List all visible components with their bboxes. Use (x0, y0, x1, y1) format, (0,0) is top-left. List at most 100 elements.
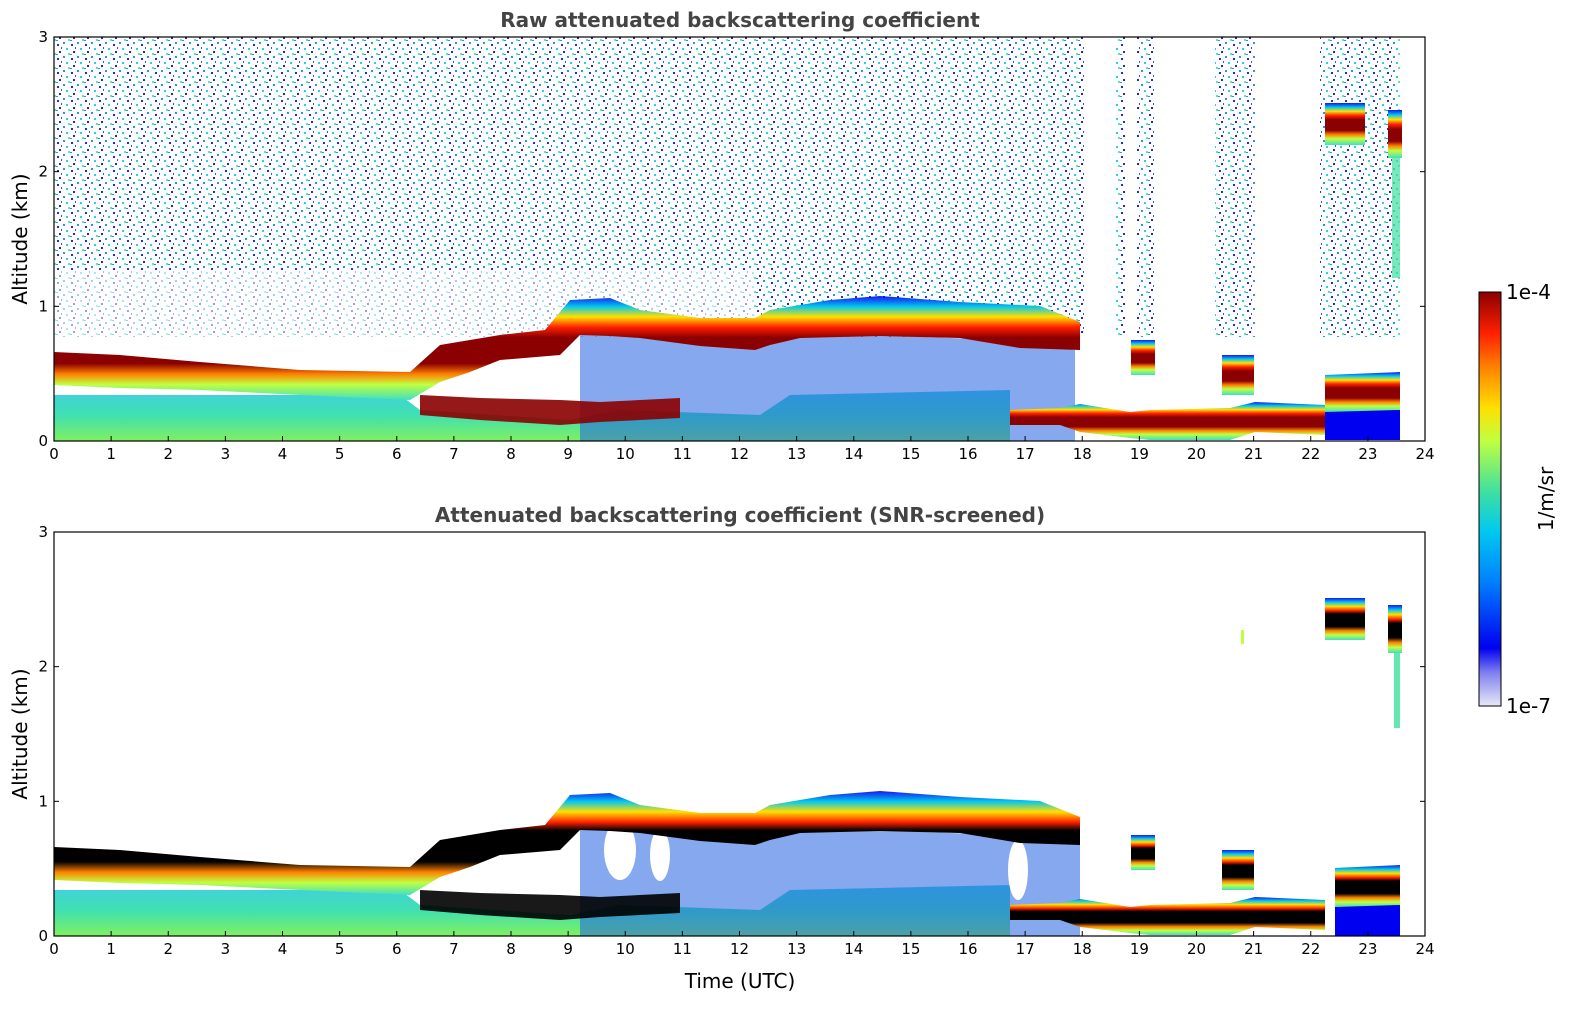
panel-screened-title: Attenuated backscattering coefficient (S… (435, 503, 1045, 527)
x-tick-label: 16 (958, 445, 977, 463)
x-tick-label: 15 (901, 445, 920, 463)
panel-raw-heatmap (54, 37, 1425, 441)
scr-attenuated-region (580, 825, 1080, 936)
x-tick-label: 8 (506, 445, 516, 463)
x-tick-label: 3 (221, 445, 231, 463)
y-tick-label: 3 (38, 523, 48, 541)
panel-screened: Attenuated backscattering coefficient (S… (8, 503, 1435, 993)
panel-raw-ylabel: Altitude (km) (8, 173, 32, 304)
x-tick-label: 15 (901, 940, 920, 958)
x-tick-label: 24 (1415, 940, 1434, 958)
x-tick-label: 10 (616, 940, 635, 958)
x-tick-label: 0 (49, 940, 59, 958)
x-tick-label: 6 (392, 445, 402, 463)
x-tick-label: 23 (1358, 940, 1377, 958)
x-tick-label: 4 (278, 940, 288, 958)
scr-gap-3 (650, 829, 670, 881)
x-tick-label: 6 (392, 940, 402, 958)
scr-gap-2 (604, 820, 636, 880)
y-tick-label: 3 (38, 28, 48, 46)
x-tick-label: 24 (1415, 445, 1434, 463)
x-tick-label: 19 (1130, 445, 1149, 463)
raw-low-cloud (1010, 402, 1325, 440)
y-tick-label: 1 (38, 297, 48, 315)
x-tick-label: 19 (1130, 940, 1149, 958)
y-tick-label: 1 (38, 792, 48, 810)
raw-upper-fall (1392, 158, 1400, 278)
x-tick-label: 21 (1244, 940, 1263, 958)
raw-cloud-layer (54, 296, 1080, 400)
x-tick-label: 10 (616, 445, 635, 463)
x-tick-label: 2 (163, 940, 173, 958)
raw-after-end (1400, 37, 1425, 441)
x-tick-label: 22 (1301, 445, 1320, 463)
x-tick-label: 21 (1244, 445, 1263, 463)
x-tick-label: 1 (106, 940, 116, 958)
panel-screened-heatmap (54, 598, 1402, 936)
raw-cloud-19h (1131, 340, 1155, 375)
raw-gap-1 (1085, 37, 1115, 437)
raw-upper-cloud-1 (1325, 103, 1365, 145)
x-tick-label: 22 (1301, 940, 1320, 958)
scr-cloud-layer (54, 791, 1080, 895)
x-tick-label: 17 (1016, 445, 1035, 463)
panel-raw-yticks: 0 1 2 3 (38, 28, 1425, 450)
x-tick-label: 4 (278, 445, 288, 463)
x-tick-label: 18 (1073, 940, 1092, 958)
raw-attenuated-region (580, 330, 1075, 441)
panel-raw: Raw attenuated backscattering coefficien… (8, 8, 1435, 463)
y-tick-label: 0 (38, 927, 48, 945)
raw-cloud-21h (1222, 355, 1254, 395)
x-tick-label: 13 (787, 445, 806, 463)
panel-screened-xticks: 0 1 2 3 4 5 6 7 8 9 10 11 12 13 14 15 16 17 18 19 20 21 22 23 24 (49, 931, 1435, 958)
x-tick-label: 13 (787, 940, 806, 958)
scr-cloud-19h (1131, 835, 1155, 870)
scr-cloud-23h (1335, 865, 1400, 907)
x-tick-label: 20 (1187, 940, 1206, 958)
y-tick-label: 0 (38, 432, 48, 450)
x-tick-label: 23 (1358, 445, 1377, 463)
panel-screened-ylabel: Altitude (km) (8, 668, 32, 799)
x-tick-label: 5 (335, 445, 345, 463)
y-tick-label: 2 (38, 163, 48, 181)
x-tick-label: 9 (563, 940, 573, 958)
scr-cloud-21h (1222, 850, 1254, 890)
scr-secondary-layer (420, 890, 680, 920)
x-tick-label: 11 (673, 940, 692, 958)
raw-secondary-layer (420, 395, 680, 425)
x-tick-label: 17 (1016, 940, 1035, 958)
x-tick-label: 7 (449, 445, 459, 463)
colorbar-unit-label: 1/m/sr (1534, 466, 1558, 531)
y-tick-label: 2 (38, 658, 48, 676)
x-tick-label: 9 (563, 445, 573, 463)
colorbar-gradient (1478, 291, 1502, 707)
colorbar-max-label: 1e-4 (1506, 280, 1551, 304)
x-tick-label: 3 (221, 940, 231, 958)
x-tick-label: 14 (844, 940, 863, 958)
x-tick-label: 11 (673, 445, 692, 463)
panel-raw-title: Raw attenuated backscattering coefficien… (500, 8, 980, 32)
x-tick-label: 7 (449, 940, 459, 958)
scr-speck (1241, 630, 1244, 644)
panel-raw-xticks: 0 1 2 3 4 5 6 7 8 9 10 11 12 13 14 15 16 17 18 19 20 21 22 23 24 (49, 436, 1435, 463)
scr-upper-cloud-1 (1325, 598, 1365, 640)
x-tick-label: 12 (730, 940, 749, 958)
scr-gap-4 (1008, 840, 1028, 900)
x-tick-label: 20 (1187, 445, 1206, 463)
x-tick-label: 1 (106, 445, 116, 463)
raw-cloud-23h (1325, 372, 1400, 412)
x-tick-label: 8 (506, 940, 516, 958)
raw-gap-3 (1155, 37, 1215, 417)
scr-upper-cloud-2 (1388, 605, 1402, 653)
x-tick-label: 0 (49, 445, 59, 463)
raw-gap-4 (1255, 37, 1320, 397)
panel-screened-yticks: 0 1 2 3 (38, 523, 1425, 945)
scr-upper-fall (1394, 653, 1400, 728)
x-tick-label: 12 (730, 445, 749, 463)
raw-gap-2 (1125, 37, 1137, 337)
scr-low-cloud (1010, 897, 1325, 935)
x-tick-label: 14 (844, 445, 863, 463)
colorbar: 1e-4 1e-7 1/m/sr (1478, 280, 1558, 718)
x-tick-label: 18 (1073, 445, 1092, 463)
x-tick-label: 2 (163, 445, 173, 463)
